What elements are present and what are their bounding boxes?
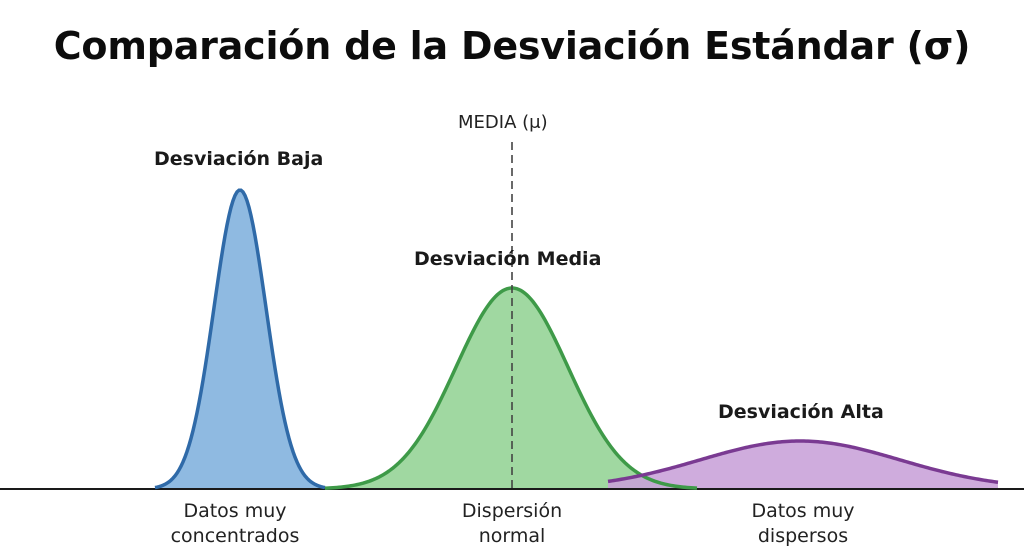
- low-deviation-curve: [154, 188, 326, 490]
- low-deviation-caption: Datos muy concentrados: [125, 499, 345, 549]
- mean-label: MEDIA (μ): [458, 112, 548, 133]
- medium-deviation-caption-line2: normal: [478, 525, 546, 547]
- low-deviation-caption-line2: concentrados: [170, 525, 300, 547]
- high-deviation-label: Desviación Alta: [718, 401, 884, 423]
- low-deviation-curve-fill: [155, 190, 326, 489]
- high-deviation-curve-fill: [608, 441, 998, 489]
- high-deviation-caption-line2: dispersos: [757, 525, 849, 547]
- medium-deviation-curve: [324, 286, 698, 490]
- low-deviation-caption-line1: Datos muy: [183, 500, 287, 522]
- medium-deviation-label: Desviación Media: [414, 248, 602, 270]
- high-deviation-curve: [607, 439, 999, 484]
- high-deviation-caption: Datos muy dispersos: [693, 499, 913, 549]
- page-title: Comparación de la Desviación Estándar (σ…: [53, 24, 971, 68]
- low-deviation-label: Desviación Baja: [154, 148, 324, 170]
- medium-deviation-caption-line1: Dispersión: [461, 500, 563, 522]
- high-deviation-caption-line1: Datos muy: [751, 500, 855, 522]
- medium-deviation-caption: Dispersión normal: [402, 499, 622, 549]
